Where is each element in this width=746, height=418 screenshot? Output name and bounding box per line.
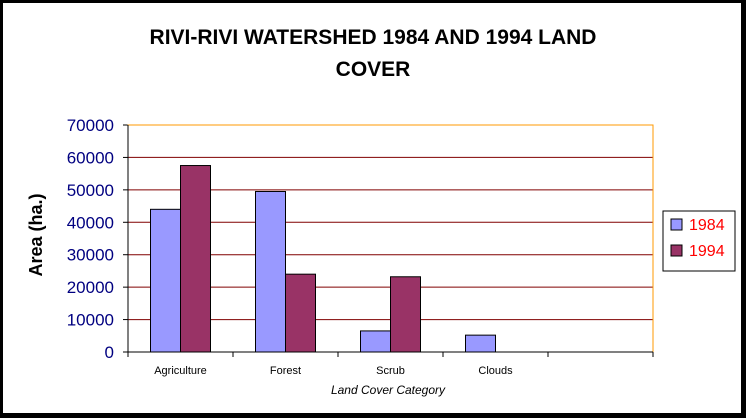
- x-tick-label: Agriculture: [154, 365, 207, 377]
- y-tick-labels: 0 10000 20000 30000 40000 50000 60000 70000: [67, 116, 114, 362]
- bar-1984-agriculture: [150, 208, 181, 353]
- bar-1984-clouds: [465, 334, 496, 353]
- bar-1994-scrub: [390, 276, 421, 353]
- legend-label-1994: 1994: [689, 243, 725, 260]
- y-tick-label: 50000: [67, 181, 114, 200]
- legend-label-1984: 1984: [689, 217, 725, 234]
- bar-chart: RIVI-RIVI WATERSHED 1984 AND 1994 LAND C…: [26, 26, 736, 397]
- y-tick-label: 70000: [67, 116, 114, 135]
- x-axis-label: Land Cover Category: [331, 383, 446, 397]
- y-tick-label: 30000: [67, 246, 114, 265]
- chart-title-line-1: RIVI-RIVI WATERSHED 1984 AND 1994 LAND: [150, 26, 597, 49]
- y-axis-label: Area (ha.): [26, 193, 46, 276]
- legend-swatch-1994: [670, 244, 683, 257]
- y-tick-label: 0: [105, 343, 114, 362]
- y-tick-label: 10000: [67, 311, 114, 330]
- x-tick-label: Scrub: [376, 365, 405, 377]
- bar-1994-forest: [285, 273, 316, 353]
- bar-1984-forest: [255, 190, 286, 353]
- chart-title-line-2: COVER: [336, 58, 411, 81]
- legend: 1984 1994: [662, 210, 736, 272]
- y-tick-label: 40000: [67, 213, 114, 232]
- chart-frame: RIVI-RIVI WATERSHED 1984 AND 1994 LAND C…: [2, 2, 742, 414]
- y-tick-label: 60000: [67, 148, 114, 167]
- x-tick-label: Forest: [270, 365, 301, 377]
- x-tick-label: Clouds: [478, 365, 513, 377]
- bars: [150, 165, 496, 353]
- y-tick-label: 20000: [67, 278, 114, 297]
- x-tick-labels: Agriculture Forest Scrub Clouds: [154, 365, 513, 377]
- axes: [127, 125, 654, 357]
- bar-1984-scrub: [360, 330, 391, 353]
- legend-swatch-1984: [670, 218, 683, 231]
- bar-1994-agriculture: [180, 165, 211, 353]
